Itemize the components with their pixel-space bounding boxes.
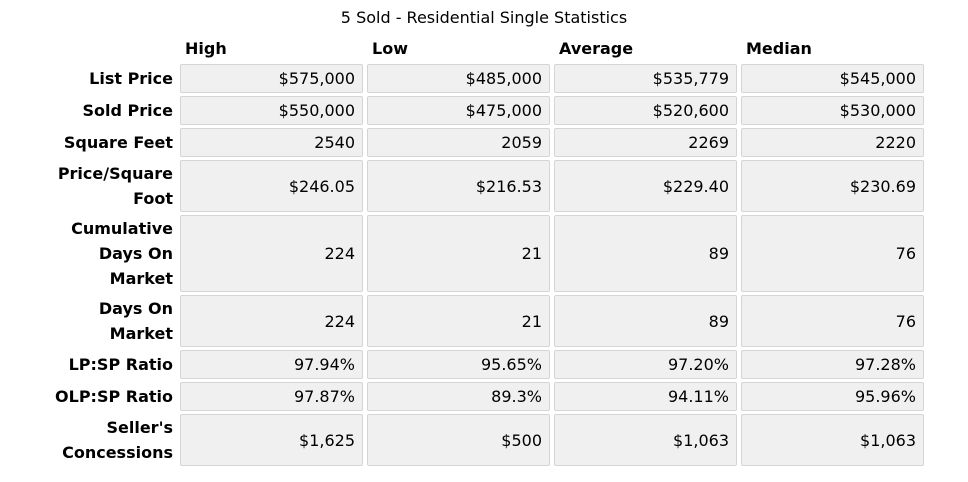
row-label: LP:SP Ratio <box>68 355 173 374</box>
stat-cell-median: $230.69 <box>741 160 924 212</box>
stat-cell-high: $1,625 <box>180 414 363 466</box>
stat-cell-average: 97.20% <box>554 350 737 379</box>
stat-cell-average: 2269 <box>554 128 737 157</box>
stat-cell-average: 89 <box>554 215 737 292</box>
stat-cell-average: $520,600 <box>554 96 737 125</box>
stat-cell-average: $229.40 <box>554 160 737 212</box>
stat-cell-low: 89.3% <box>367 382 550 411</box>
stat-cell-median: 76 <box>741 215 924 292</box>
stat-cell-high: 224 <box>180 295 363 347</box>
stat-cell-median: 95.96% <box>741 382 924 411</box>
row-label: OLP:SP Ratio <box>55 387 173 406</box>
row-label: Square Feet <box>63 133 173 152</box>
stat-cell-high: $550,000 <box>180 96 363 125</box>
stat-cell-low: 2059 <box>367 128 550 157</box>
stat-cell-low: $485,000 <box>367 64 550 93</box>
stat-cell-median: 76 <box>741 295 924 347</box>
stat-cell-low: 95.65% <box>367 350 550 379</box>
stat-cell-average: $1,063 <box>554 414 737 466</box>
stat-cell-median: $545,000 <box>741 64 924 93</box>
report-title: 5 Sold - Residential Single Statistics <box>340 8 628 27</box>
stat-cell-low: $216.53 <box>367 160 550 212</box>
stat-cell-low: 21 <box>367 295 550 347</box>
row-label: Price/Square Foot <box>57 164 173 208</box>
stat-cell-median: 97.28% <box>741 350 924 379</box>
column-header-high: High <box>185 39 227 58</box>
stat-cell-low: 21 <box>367 215 550 292</box>
row-label: Cumulative Days On Market <box>71 219 173 288</box>
column-header-median: Median <box>746 39 812 58</box>
stat-cell-average: 94.11% <box>554 382 737 411</box>
row-label: List Price <box>89 69 173 88</box>
stat-cell-high: $246.05 <box>180 160 363 212</box>
column-header-average: Average <box>559 39 634 58</box>
row-label: Days On Market <box>98 299 173 343</box>
stats-table: High Low Average Median List Price $575,… <box>0 36 968 466</box>
stat-cell-high: 97.87% <box>180 382 363 411</box>
stat-cell-median: 2220 <box>741 128 924 157</box>
stat-cell-median: $530,000 <box>741 96 924 125</box>
stat-cell-low: $475,000 <box>367 96 550 125</box>
stat-cell-low: $500 <box>367 414 550 466</box>
stat-cell-median: $1,063 <box>741 414 924 466</box>
stat-cell-average: $535,779 <box>554 64 737 93</box>
stat-cell-high: 2540 <box>180 128 363 157</box>
stat-cell-high: 224 <box>180 215 363 292</box>
row-label: Sold Price <box>82 101 173 120</box>
table-corner-spacer <box>0 36 176 61</box>
column-header-low: Low <box>372 39 408 58</box>
stat-cell-high: $575,000 <box>180 64 363 93</box>
stat-cell-average: 89 <box>554 295 737 347</box>
row-label: Seller's Concessions <box>62 418 173 462</box>
stat-cell-high: 97.94% <box>180 350 363 379</box>
